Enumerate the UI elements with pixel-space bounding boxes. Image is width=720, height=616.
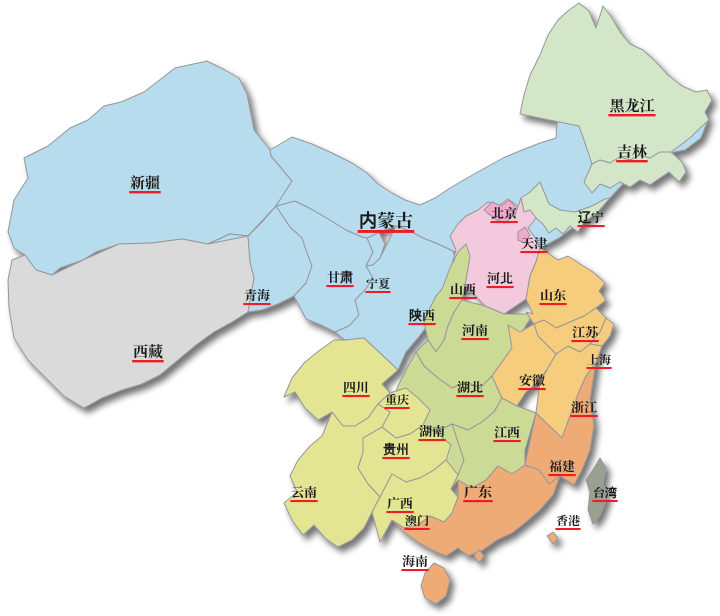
svg-text:澳门: 澳门 (405, 512, 429, 529)
svg-text:甘肃: 甘肃 (327, 267, 353, 286)
svg-text:宁夏: 宁夏 (366, 275, 390, 292)
svg-text:福建: 福建 (549, 456, 575, 475)
svg-text:香港: 香港 (556, 512, 580, 529)
svg-text:广西: 广西 (387, 493, 413, 512)
svg-text:内蒙古: 内蒙古 (359, 207, 413, 233)
svg-text:浙江: 浙江 (571, 397, 597, 416)
svg-text:天津: 天津 (521, 233, 548, 252)
svg-text:海南: 海南 (402, 551, 428, 570)
svg-text:四川: 四川 (343, 377, 369, 396)
svg-text:广东: 广东 (464, 482, 492, 502)
svg-text:台湾: 台湾 (593, 484, 617, 501)
svg-text:江苏: 江苏 (572, 322, 598, 341)
svg-text:西藏: 西藏 (133, 341, 163, 362)
svg-text:黑龙江: 黑龙江 (609, 95, 654, 116)
svg-text:安徽: 安徽 (519, 370, 545, 389)
svg-text:江西: 江西 (494, 422, 520, 441)
svg-text:上海: 上海 (587, 351, 611, 368)
svg-text:湖南: 湖南 (419, 421, 445, 440)
svg-text:云南: 云南 (291, 482, 317, 501)
svg-text:青海: 青海 (244, 285, 271, 304)
svg-text:山东: 山东 (540, 285, 566, 304)
svg-text:新疆: 新疆 (130, 172, 160, 193)
svg-text:河北: 河北 (487, 268, 513, 287)
svg-text:辽宁: 辽宁 (578, 207, 604, 226)
svg-text:吉林: 吉林 (617, 141, 647, 162)
svg-text:北京: 北京 (491, 203, 517, 222)
svg-text:山西: 山西 (450, 279, 476, 298)
svg-text:河南: 河南 (462, 320, 488, 339)
svg-text:重庆: 重庆 (385, 391, 409, 408)
svg-text:湖北: 湖北 (457, 377, 483, 396)
svg-text:贵州: 贵州 (383, 439, 409, 458)
svg-text:陕西: 陕西 (409, 305, 435, 324)
